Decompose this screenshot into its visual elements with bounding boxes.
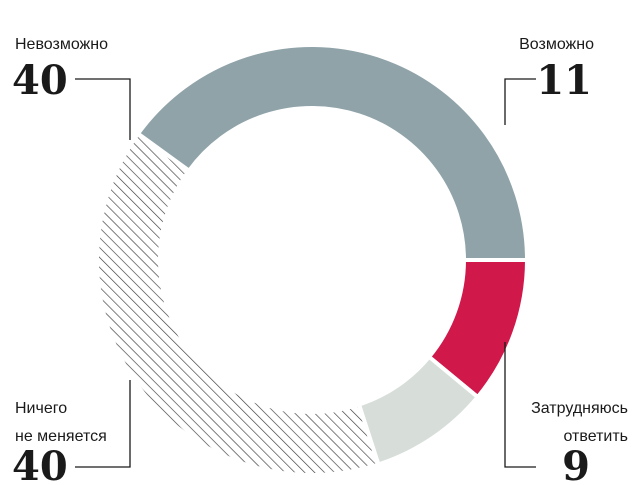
leader-line-possible	[504, 78, 536, 125]
slice-label-hard: ответить	[564, 428, 629, 445]
leader-line-impossible	[75, 78, 131, 140]
slice-value-impossible: 40	[12, 57, 68, 104]
leader-line-hard	[504, 342, 536, 468]
slice-nothing	[95, 130, 381, 477]
donut-slices	[95, 43, 530, 477]
slice-value-hard: 9	[562, 443, 590, 485]
slice-label-nothing: Ничего	[15, 400, 67, 417]
slice-impossible	[135, 43, 530, 262]
leader-line-nothing	[75, 380, 131, 468]
slice-value-nothing: 40	[12, 443, 68, 485]
slice-label-hard: Затрудняюсь	[531, 400, 628, 417]
slice-label-possible: Возможно	[519, 36, 594, 53]
slice-label-nothing: не меняется	[15, 428, 107, 445]
annotation-impossible: Невозможно 40	[12, 36, 131, 140]
slice-value-possible: 11	[536, 57, 592, 104]
annotation-possible: Возможно 11	[504, 36, 594, 125]
slice-label-impossible: Невозможно	[15, 36, 108, 53]
